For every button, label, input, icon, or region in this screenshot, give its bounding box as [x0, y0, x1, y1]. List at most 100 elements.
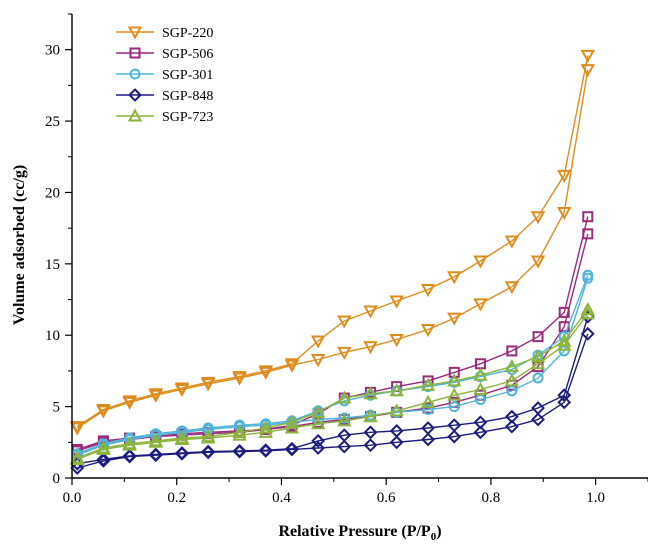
data-point [448, 401, 460, 413]
data-point [337, 413, 352, 427]
data-point [473, 367, 488, 381]
data-point [506, 345, 518, 357]
data-point [389, 295, 404, 309]
x-tick-label: 0.6 [377, 490, 396, 506]
data-point [389, 334, 404, 348]
data-point [122, 436, 137, 450]
data-point [504, 419, 519, 434]
data-point [504, 235, 520, 249]
data-point [420, 377, 436, 391]
data-point [580, 301, 595, 316]
legend: SGP-220 SGP-506 SGP-301 SGP-848 SGP-723 [116, 26, 213, 125]
data-point [504, 359, 520, 373]
data-point [580, 326, 595, 341]
series-line-adsorption [77, 333, 589, 469]
x-tick-label: 0.2 [167, 490, 186, 506]
y-tick-label: 30 [45, 43, 60, 59]
data-point [232, 371, 247, 385]
data-point [504, 373, 520, 387]
legend-swatch-marker [127, 108, 143, 122]
data-point [258, 420, 273, 434]
data-point [284, 414, 300, 428]
x-axis-title: Relative Pressure (P/P0) [278, 523, 441, 542]
data-point [124, 432, 136, 444]
x-axis-title-main: Relative Pressure (P/P [278, 523, 430, 540]
data-point [473, 298, 488, 312]
data-point [285, 441, 299, 456]
x-tick-label: 1.0 [586, 490, 605, 506]
legend-item-sgp-301: SGP-301 [116, 68, 213, 83]
data-point [337, 390, 352, 404]
data-point [70, 421, 85, 435]
data-point [337, 439, 352, 454]
data-point [447, 373, 462, 387]
data-point [201, 444, 216, 459]
legend-swatch-marker [129, 68, 141, 80]
y-tick-label: 10 [45, 328, 60, 344]
data-point [557, 333, 572, 347]
data-point [557, 395, 572, 410]
legend-item-sgp-506: SGP-506 [116, 47, 213, 62]
data-point [363, 305, 378, 319]
data-point [557, 169, 572, 183]
data-point [447, 418, 462, 433]
data-point [337, 315, 352, 329]
data-point [175, 446, 189, 460]
plot-area [70, 49, 595, 475]
x-axis-title-suffix: ) [436, 523, 441, 540]
legend-label: SGP-506 [162, 47, 213, 62]
data-point [557, 388, 572, 403]
data-point [363, 386, 378, 400]
data-point [310, 404, 326, 418]
y-axis-title: Volume adsorbed (cc/g) [11, 165, 28, 325]
y-tick-label: 25 [45, 114, 60, 130]
legend-label: SGP-301 [162, 68, 213, 83]
data-point [148, 433, 163, 447]
series-line-desorption [76, 216, 589, 451]
legend-label: SGP-220 [162, 26, 213, 41]
data-point [531, 412, 545, 427]
x-axis-title-subscript: 0 [431, 531, 437, 542]
data-point [473, 415, 488, 430]
data-point [311, 433, 326, 448]
legend-swatch-marker [128, 88, 142, 102]
data-point [389, 383, 404, 397]
series-sgp-220 [70, 49, 595, 436]
data-point [557, 206, 572, 221]
data-point [473, 255, 488, 269]
series-sgp-848 [70, 309, 595, 475]
data-point [582, 211, 594, 223]
legend-label: SGP-723 [162, 110, 213, 125]
data-point [447, 429, 462, 444]
data-point [310, 354, 326, 368]
legend-item-sgp-848: SGP-848 [116, 88, 213, 104]
data-point [389, 403, 404, 417]
data-point [582, 228, 594, 240]
data-point [363, 438, 378, 453]
data-point [530, 356, 546, 370]
axes: 0.0 0.2 0.4 0.6 0.8 1.0 0 5 10 15 20 25 30 [45, 13, 648, 506]
data-point [447, 312, 462, 326]
x-tick-label: 0.4 [272, 490, 291, 506]
data-point [558, 306, 570, 318]
legend-swatch-marker [127, 26, 143, 40]
data-point [363, 425, 378, 440]
data-point [122, 448, 137, 463]
data-point [363, 409, 378, 423]
data-point [421, 421, 435, 435]
data-point [504, 281, 520, 295]
data-point [473, 381, 488, 395]
data-point [232, 427, 247, 441]
data-point [148, 388, 163, 402]
data-point [504, 409, 519, 424]
data-point [422, 403, 434, 415]
y-tick-label: 5 [53, 400, 61, 416]
data-point [530, 349, 546, 363]
data-point [532, 331, 544, 343]
data-point [70, 450, 85, 464]
data-point [530, 255, 546, 269]
y-tick-label: 20 [45, 185, 60, 201]
data-point [473, 425, 488, 440]
data-point [96, 452, 111, 467]
